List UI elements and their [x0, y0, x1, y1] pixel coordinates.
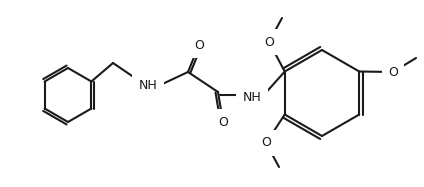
Text: O: O [261, 137, 271, 149]
Text: NH: NH [243, 91, 261, 103]
Text: O: O [194, 39, 204, 51]
Text: NH: NH [139, 79, 157, 91]
Text: O: O [388, 65, 398, 79]
Text: O: O [218, 116, 228, 128]
Text: O: O [264, 36, 274, 48]
